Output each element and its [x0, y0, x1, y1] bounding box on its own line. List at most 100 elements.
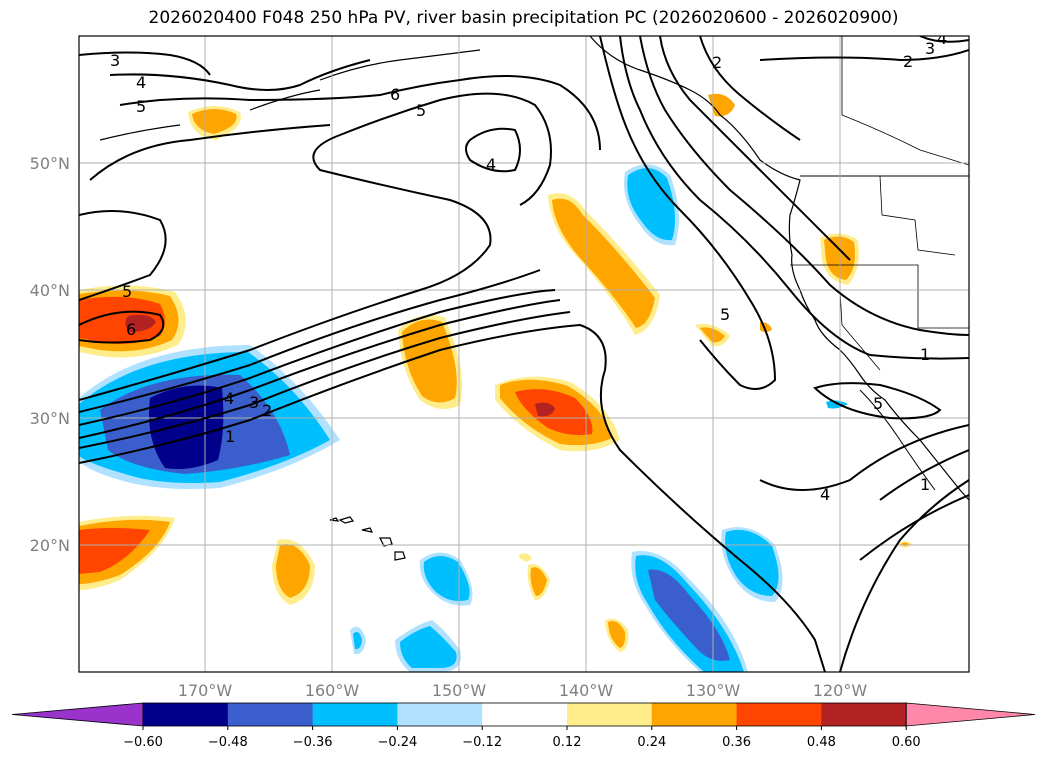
- colorbar-tick-label: 0.24: [637, 735, 666, 750]
- contour-trough-1: [599, 36, 777, 390]
- contour-east-2: [859, 494, 969, 561]
- contour-label: 4: [224, 389, 234, 408]
- pv-contours: [79, 36, 969, 672]
- contour-pv-4-loop: [465, 127, 521, 173]
- contour-2: [79, 311, 571, 449]
- colorbar-segment: [143, 703, 229, 726]
- colorbar-tick-label: 0.60: [892, 735, 921, 750]
- contour-west-6: [79, 310, 165, 344]
- contour-label: 1: [920, 475, 930, 494]
- lon-label-160w: 160°W: [305, 681, 360, 700]
- border-states-3: [839, 289, 881, 371]
- graticule: [79, 36, 969, 672]
- aleutian-coast: [99, 49, 481, 141]
- contour-label: 2: [903, 52, 913, 71]
- colorbar-extend-low: [11, 702, 144, 727]
- contour-east-5: [813, 382, 942, 420]
- contour-trough-5: [699, 36, 801, 141]
- precip-blob-145w-dot: [518, 553, 532, 562]
- contour-ne-3: [919, 36, 969, 43]
- colorbar-segment: [821, 703, 907, 726]
- contour-label: 5: [720, 305, 730, 324]
- longitude-labels: 170°W 160°W 150°W 140°W 130°W 120°W: [178, 681, 868, 700]
- precip-blob-164w-core: [276, 544, 310, 598]
- contour-north-5: [79, 210, 167, 301]
- contour-trough-3: [639, 36, 969, 336]
- contour-east-4: [759, 424, 969, 491]
- map-title: 2026020400 F048 250 hPa PV, river basin …: [148, 8, 899, 28]
- contour-4: [79, 289, 556, 426]
- colorbar-tick-label: −0.12: [462, 735, 502, 750]
- precip-blob-diagonal-core: [552, 198, 655, 328]
- colorbar-segment: [312, 703, 398, 726]
- precip-blob-nw-orange-core: [192, 109, 237, 134]
- contour-north-3: [119, 75, 601, 151]
- precip-blob-144w-small-core: [530, 567, 547, 596]
- contour-label: 1: [225, 427, 235, 446]
- colorbar-tick-label: 0.48: [807, 735, 836, 750]
- alaska-coast: [589, 36, 969, 501]
- precip-blob-55n: [708, 93, 735, 117]
- contour-6: [79, 92, 552, 401]
- colorbar-segment: [227, 703, 314, 726]
- precip-blob-west-38n-dark: [125, 314, 156, 332]
- contour-label: 2: [262, 401, 272, 420]
- border-states-2: [790, 264, 969, 329]
- precip-blob-150w-core: [402, 319, 457, 403]
- border-alaska-canada: [841, 36, 969, 166]
- precip-blob-blue-20n-core: [725, 529, 779, 596]
- colorbar-outline: [142, 702, 907, 727]
- contour-3: [79, 299, 561, 439]
- contour-label: 5: [416, 101, 426, 120]
- colorbar-segment: [482, 703, 568, 726]
- lat-label-40n: 40°N: [30, 281, 70, 300]
- lon-label-150w: 150°W: [432, 681, 487, 700]
- precip-blob-blue-152w-core: [400, 626, 457, 668]
- lat-label-50n: 50°N: [30, 154, 70, 173]
- lat-label-30n: 30°N: [30, 409, 70, 428]
- precip-blob-west-38n-red: [79, 296, 165, 344]
- map-frame: [78, 35, 970, 673]
- hawaii-islands: [329, 516, 406, 561]
- contour-labels: 3 4 5 6 5 4 2 2 3 4 5 6 4 3 2 1 5 1 5 4 …: [110, 29, 947, 504]
- contour-label: 4: [136, 73, 146, 92]
- lon-label-130w: 130°W: [686, 681, 741, 700]
- precip-shading: [79, 93, 912, 672]
- colorbar-extend-high: [905, 702, 1036, 727]
- contour-label: 5: [873, 394, 883, 413]
- contour-north-4: [89, 124, 331, 181]
- contour-north-2: [109, 59, 371, 91]
- contour-label: 1: [920, 345, 930, 364]
- colorbar-tick-label: 0.36: [722, 735, 751, 750]
- precip-blob-blue-14n-deep: [648, 569, 730, 661]
- contour-trough-2: [619, 36, 969, 360]
- coastlines: [99, 36, 969, 561]
- colorbar-segment: [736, 703, 822, 726]
- precip-blob-blue-158w-core: [353, 632, 362, 650]
- contour-label: 5: [136, 97, 146, 116]
- contour-label: 4: [486, 155, 496, 174]
- precip-blob-141w-red: [515, 389, 593, 436]
- lon-label-120w: 120°W: [813, 681, 868, 700]
- colorbar-segment: [651, 703, 738, 726]
- contour-label: 4: [820, 485, 830, 504]
- contour-trough-4: [659, 36, 851, 261]
- contour-label: 5: [122, 282, 132, 301]
- contour-ne-2: [759, 49, 969, 62]
- colorbar: −0.60 −0.48 −0.36 −0.24 −0.12 0.12 0.24 0.36 0.4…: [11, 702, 1036, 750]
- colorbar-tick-label: −0.60: [123, 735, 163, 750]
- border-states-1: [879, 175, 956, 256]
- contour-label: 4: [937, 29, 947, 48]
- latitude-labels: 50°N 40°N 30°N 20°N: [30, 154, 70, 555]
- contour-5: [79, 269, 541, 413]
- contour-label: 3: [249, 393, 259, 412]
- colorbar-segment: [567, 703, 653, 726]
- lat-label-20n: 20°N: [30, 536, 70, 555]
- contour-label: 3: [110, 51, 120, 70]
- precip-blob-blue-48n-core: [627, 168, 676, 241]
- lon-label-140w: 140°W: [559, 681, 614, 700]
- contour-north-1: [79, 51, 211, 76]
- contour-1: [79, 323, 826, 672]
- precip-blob-138w-small-core: [608, 621, 626, 648]
